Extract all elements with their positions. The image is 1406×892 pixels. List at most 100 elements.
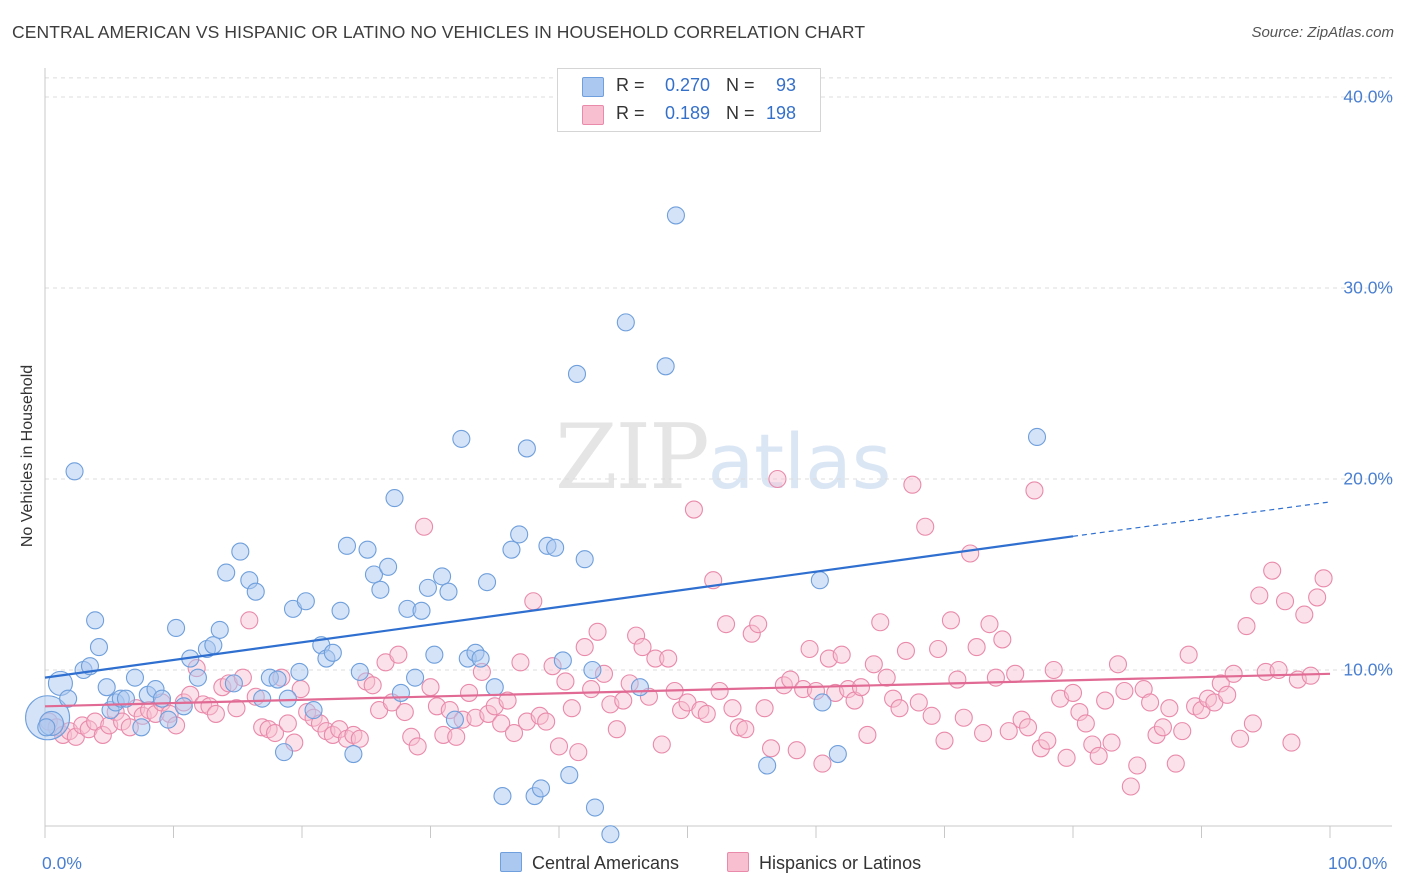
y-tick-label: 30.0% (1343, 277, 1393, 298)
watermark-atlas: atlas (707, 417, 892, 506)
central-americans-point (188, 668, 207, 687)
hispanics-point (684, 500, 703, 519)
central-americans-point (97, 678, 116, 697)
hispanics-point (1160, 699, 1179, 718)
hispanics-point (1263, 561, 1282, 580)
hispanics-point (1006, 664, 1025, 683)
central-americans-point (493, 787, 512, 806)
central-americans-point (510, 525, 529, 544)
central-americans-point (585, 798, 605, 817)
central-americans-point (364, 565, 384, 584)
legend-swatch-blue (582, 77, 604, 97)
hispanics-point (652, 735, 671, 754)
hispanics-point (980, 615, 999, 634)
central-americans-point (290, 662, 309, 681)
axes (44, 68, 1392, 838)
central-americans-point (296, 592, 315, 611)
central-americans-point (433, 567, 452, 586)
hispanics-point (858, 725, 877, 744)
central-americans-point (59, 689, 78, 708)
hispanics-point (929, 639, 948, 659)
hispanics-point (1102, 733, 1121, 752)
hispanics-point (1025, 481, 1044, 500)
hispanics-point (800, 639, 819, 659)
hispanics-point (813, 754, 832, 773)
central-americans-point (425, 645, 444, 664)
chart-source: Source: ZipAtlas.com (1251, 24, 1394, 41)
central-americans-point (350, 662, 369, 681)
central-americans-point (630, 678, 650, 697)
central-americans-point (531, 779, 551, 798)
hispanics-point (1275, 592, 1295, 611)
central-americans-point (412, 601, 431, 620)
central-americans-point (616, 313, 635, 332)
hispanics-point (511, 653, 530, 672)
central-americans-point (813, 693, 832, 712)
hispanics-point (1295, 605, 1314, 624)
hispanics-point (832, 645, 851, 664)
hispanics-point (1044, 660, 1063, 680)
hispanics-point (206, 704, 225, 723)
hispanics-point (1166, 754, 1185, 773)
legend-r-label: R = (616, 103, 645, 123)
central-americans-point (758, 756, 777, 775)
hispanics-point (749, 615, 768, 634)
hispanics-point (973, 723, 993, 743)
hispanics-point (851, 678, 871, 697)
hispanics-point (459, 683, 479, 702)
hispanics-point (627, 626, 646, 645)
central-americans-point (406, 668, 425, 687)
hispanics-point (1031, 739, 1050, 758)
central-americans-point (583, 660, 602, 680)
hispanics-point (408, 737, 427, 756)
legend-r-label: R = (616, 75, 645, 95)
legend-item-hispanics: Hispanics or Latinos (727, 852, 921, 874)
legend-label: Central Americans (532, 853, 680, 873)
central-americans-point (666, 206, 685, 225)
hispanics-point (1282, 733, 1301, 752)
hispanics-point (556, 672, 575, 691)
hispanics-point (729, 718, 748, 737)
central-americans-point (656, 357, 675, 376)
central-americans-point (439, 582, 458, 601)
hispanics-point (575, 638, 594, 657)
legend-label: Hispanics or Latinos (759, 853, 922, 873)
hispanics-point (1115, 681, 1134, 701)
hispanics-point (278, 714, 297, 733)
hispanics-point (646, 649, 665, 668)
chart-title: CENTRAL AMERICAN VS HISPANIC OR LATINO N… (12, 22, 866, 42)
hispanics-point (755, 699, 774, 718)
hispanics-point (350, 729, 369, 748)
hispanics-point (265, 723, 285, 743)
central-americans-point (601, 825, 620, 844)
hispanics-point (1211, 674, 1230, 693)
watermark: ZIPatlas (555, 405, 891, 510)
hispanics-point (1057, 748, 1076, 767)
hispanics-point (1096, 691, 1115, 710)
hispanics-trend-line (44, 672, 1331, 708)
hispanics-point (402, 727, 421, 746)
hispanics-point (1147, 725, 1166, 744)
hispanics-point (1012, 710, 1031, 729)
hispanics-point (1063, 683, 1083, 702)
hispanics-point (498, 691, 517, 710)
central-americans-point (391, 683, 410, 702)
hispanics-point (909, 693, 928, 712)
central-americans-point (445, 710, 464, 729)
central-americans-point (337, 536, 357, 555)
central-americans-point (125, 668, 144, 687)
hispanics-point (761, 739, 781, 758)
y-tick-label: 10.0% (1343, 659, 1393, 680)
hispanics-point (1128, 756, 1147, 775)
hispanics-point (1237, 617, 1256, 636)
central-americans-point (477, 573, 497, 592)
central-americans-point (502, 540, 521, 559)
central-americans-point (174, 697, 193, 716)
hispanics-point (227, 699, 246, 718)
central-americans-point (132, 718, 151, 737)
hispanics-point (93, 725, 112, 744)
hispanics-point (582, 680, 601, 699)
hispanics-point (1070, 702, 1089, 722)
hispanics-point (986, 668, 1005, 687)
central-americans-point (116, 689, 136, 708)
